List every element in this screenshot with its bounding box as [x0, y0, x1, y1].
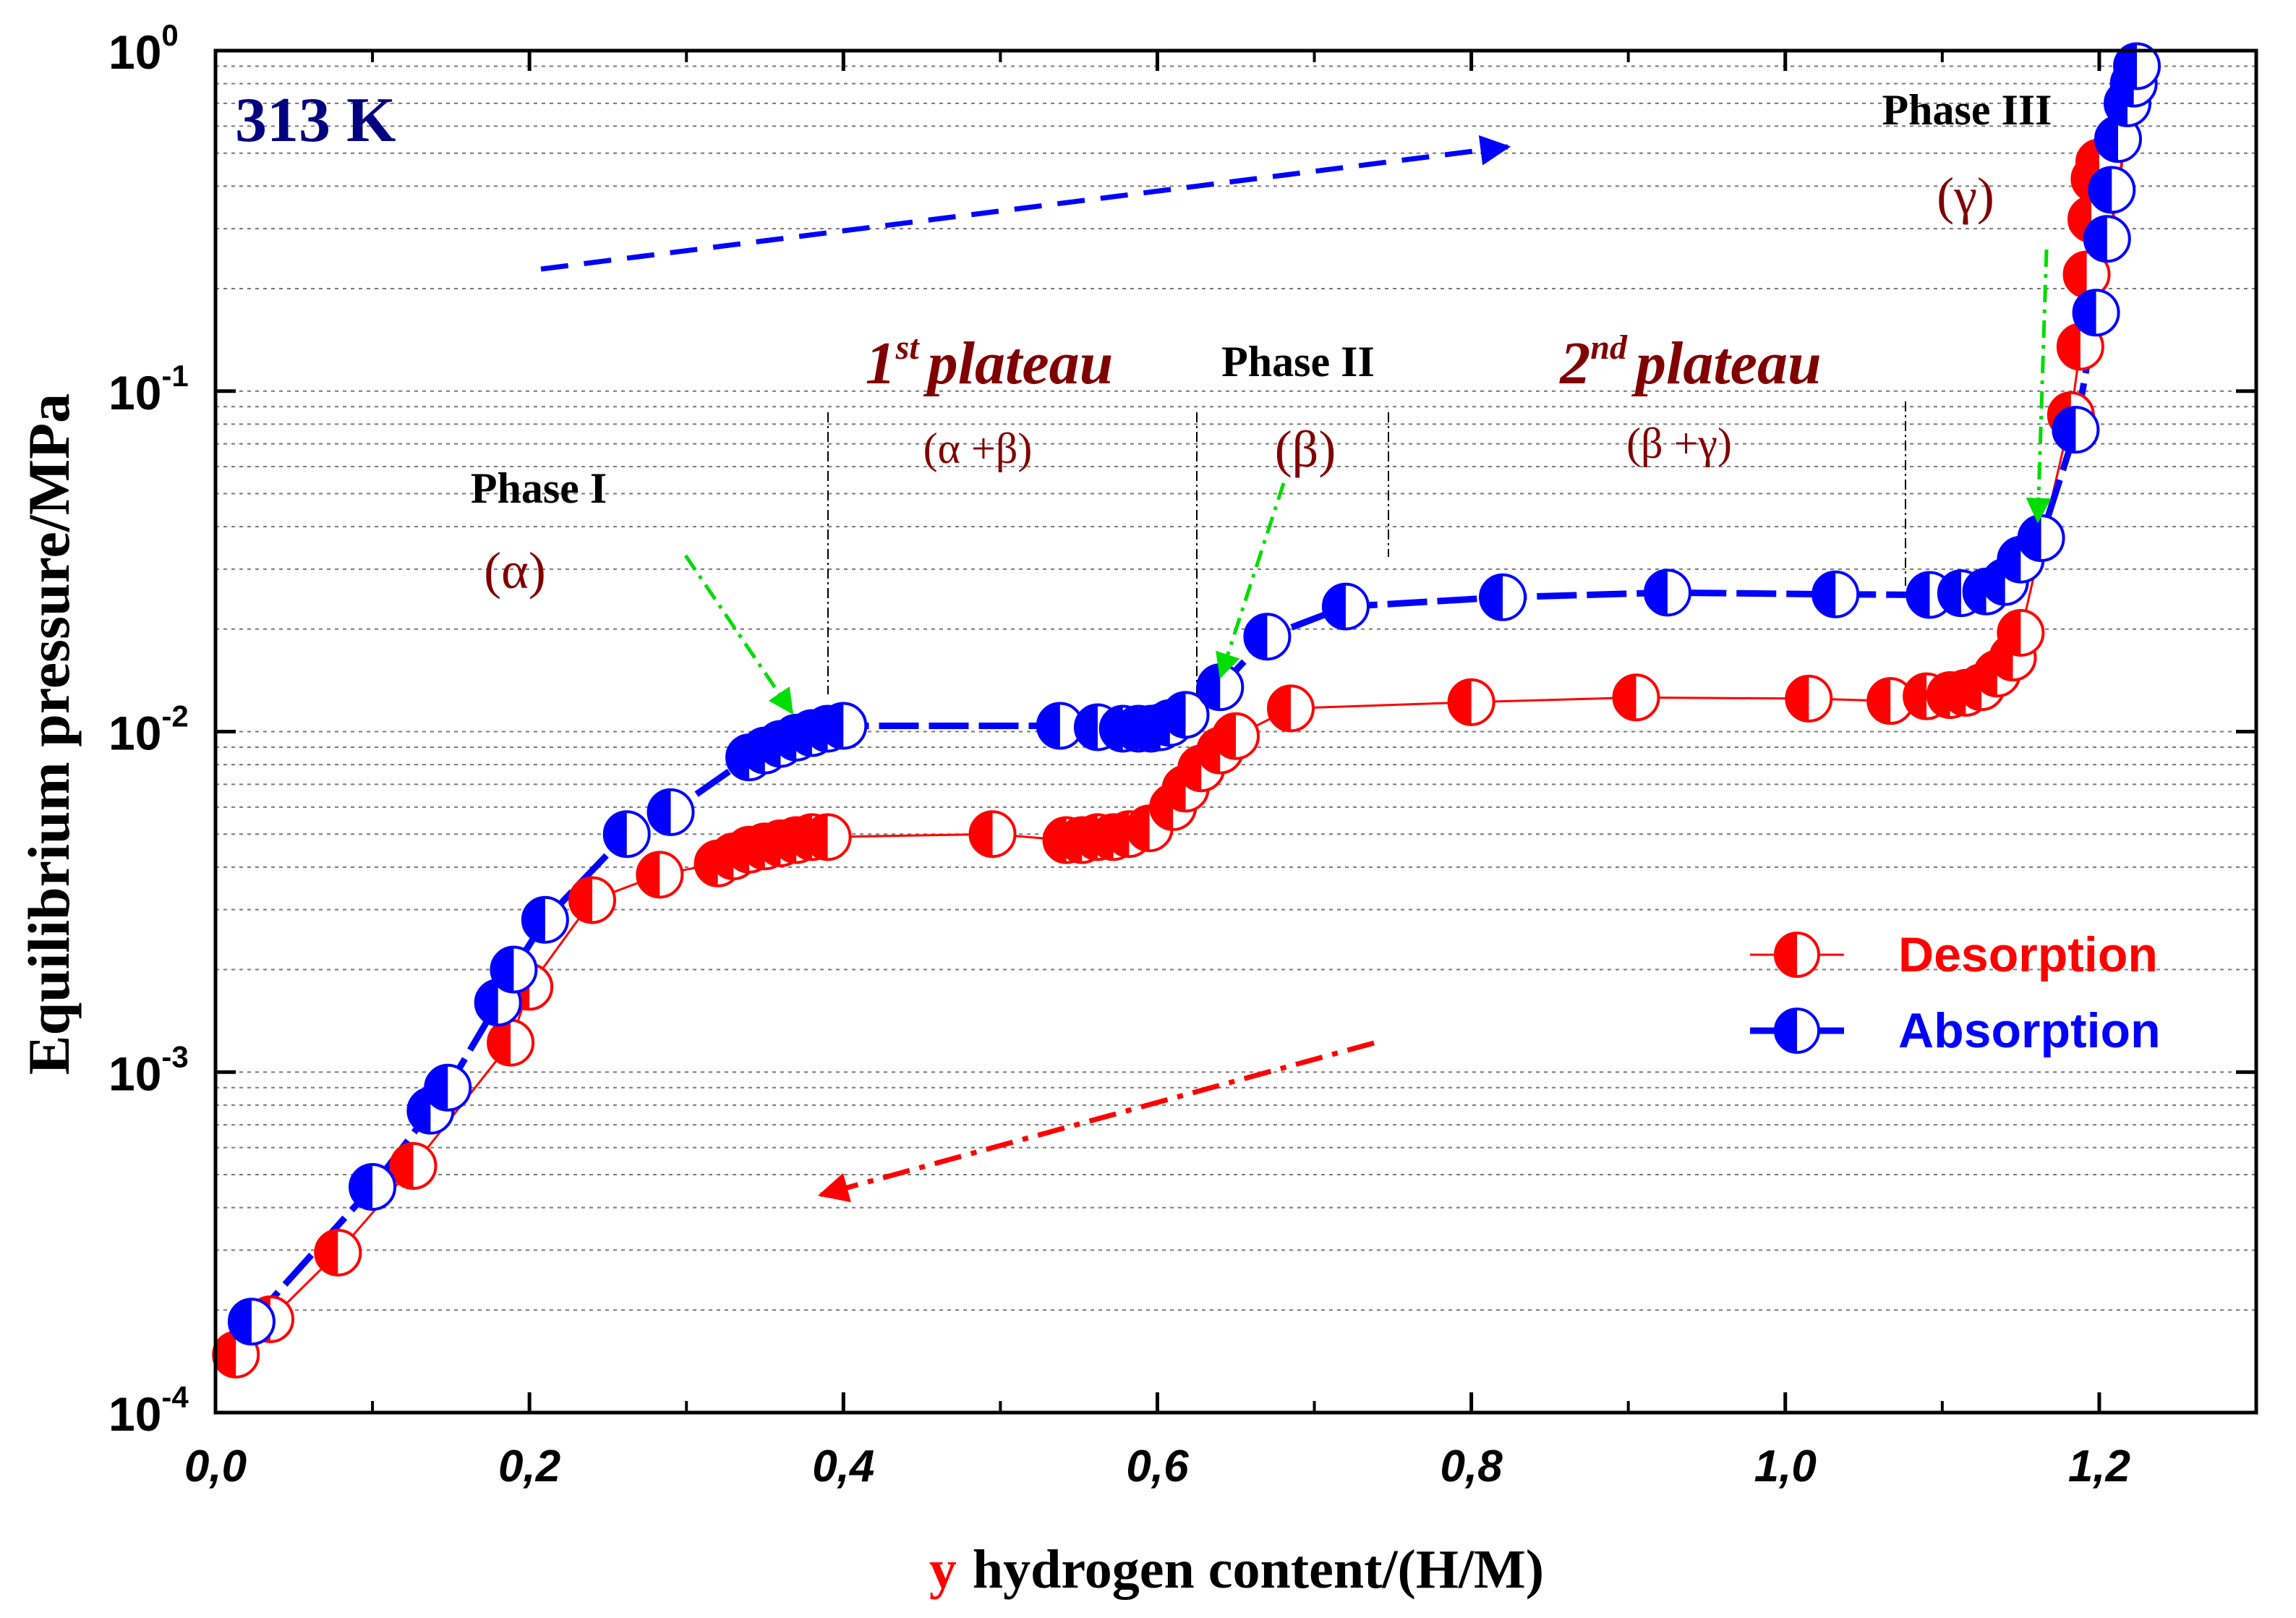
- legend-desorption-symbol: [1774, 932, 1820, 978]
- absorption-point: [490, 945, 538, 994]
- desorption-point: [1997, 608, 2045, 657]
- absorption-point: [2083, 215, 2131, 263]
- phase3-label: Phase III: [1882, 86, 2052, 134]
- legend-absorption-marker: [1774, 1008, 1820, 1054]
- absorption-point: [1321, 582, 1370, 631]
- absorption-direction-arrow: [540, 135, 1511, 272]
- absorption-point: [1811, 570, 1860, 618]
- y-axis-title: Equilibrium pressure/MPa: [16, 393, 82, 1075]
- absorption-point: [1643, 569, 1691, 617]
- x-tick-label: 0,0: [184, 1442, 247, 1491]
- desorption-point: [1212, 712, 1260, 760]
- absorption-point: [1161, 691, 1210, 739]
- x-tick-label: 0,4: [812, 1442, 874, 1491]
- y-tick-label: 10-4: [108, 1380, 189, 1441]
- temperature-label: 313 K: [235, 85, 396, 156]
- desorption-point: [1612, 673, 1660, 722]
- region-dividers: [827, 401, 1906, 694]
- legend-entry-desorption: Desorption: [1750, 927, 2158, 982]
- data-markers: [212, 42, 2161, 1379]
- legend: Desorption Absorption: [1750, 927, 2161, 1058]
- absorption-point: [819, 702, 868, 750]
- absorption-point: [424, 1063, 472, 1112]
- legend-desorption-marker: [1774, 932, 1820, 978]
- y-tick-labels: 10-4 10-3 10-2 10-1 100: [108, 18, 189, 1441]
- legend-absorption-label: Absorption: [1898, 1003, 2161, 1058]
- absorption-point: [1036, 702, 1084, 750]
- absorption-point: [227, 1298, 276, 1346]
- x-tick-label: 0,2: [498, 1442, 560, 1491]
- desorption-point: [389, 1142, 438, 1191]
- phase1-pointer-arrow: [683, 554, 794, 715]
- desorption-point: [968, 810, 1017, 859]
- absorption-point: [602, 810, 651, 859]
- x-tick-label: 0,8: [1441, 1442, 1503, 1491]
- phase2-sub: (β): [1275, 420, 1336, 478]
- phase3-sub: (γ): [1937, 167, 1994, 225]
- desorption-direction-arrow: [817, 1040, 1375, 1203]
- phase3-pointer-arrow: [2026, 249, 2052, 524]
- absorption-point: [349, 1163, 397, 1212]
- absorption-point: [2017, 514, 2065, 563]
- x-axis-title: y hydrogen content/(H/M): [929, 1539, 1544, 1600]
- absorption-point: [2094, 115, 2142, 163]
- phase2-pointer-arrow: [1216, 482, 1286, 679]
- desorption-point: [314, 1228, 362, 1277]
- y-tick-label: 10-1: [108, 359, 189, 420]
- desorption-point: [803, 813, 852, 861]
- absorption-point: [1479, 573, 1527, 621]
- phase1-label: Phase I: [471, 464, 607, 512]
- x-tick-label: 1,0: [1754, 1442, 1817, 1491]
- absorption-point: [646, 788, 695, 836]
- legend-entry-absorption: Absorption: [1750, 1003, 2161, 1058]
- phase2-label: Phase II: [1221, 338, 1375, 386]
- absorption-point: [2113, 42, 2161, 90]
- y-tick-label: 100: [108, 18, 179, 79]
- x-tick-labels: 0,0 0,2 0,4 0,6 0,8 1,0 1,2: [184, 1442, 2130, 1491]
- desorption-point: [1447, 678, 1495, 726]
- legend-absorption-symbol: [1774, 1008, 1820, 1054]
- desorption-point: [1866, 677, 1915, 725]
- desorption-point: [1266, 684, 1315, 733]
- plateau2-sub: (β +γ): [1626, 420, 1732, 467]
- x-tick-label: 1,2: [2068, 1442, 2130, 1491]
- y-tick-label: 10-2: [108, 699, 189, 760]
- absorption-point: [1196, 663, 1245, 712]
- legend-desorption-label: Desorption: [1898, 927, 2158, 982]
- desorption-point: [568, 876, 616, 924]
- desorption-point: [487, 1018, 535, 1067]
- x-tick-label: 0,6: [1126, 1442, 1189, 1491]
- desorption-point: [636, 851, 684, 899]
- phase1-sub: (α): [484, 542, 546, 600]
- absorption-point: [1243, 613, 1292, 661]
- plateau2-label: 2nd plateau: [1558, 328, 1821, 397]
- absorption-point: [2088, 166, 2136, 214]
- plateau1-sub: (α +β): [923, 425, 1033, 472]
- y-tick-label: 10-3: [108, 1039, 189, 1100]
- absorption-point: [521, 895, 569, 944]
- desorption-point: [2062, 250, 2111, 299]
- absorption-point: [2072, 289, 2120, 337]
- axis-ticks: [213, 48, 2256, 1415]
- plateau1-label: 1st plateau: [866, 328, 1114, 397]
- absorption-point: [2052, 406, 2100, 454]
- desorption-point: [1785, 674, 1833, 723]
